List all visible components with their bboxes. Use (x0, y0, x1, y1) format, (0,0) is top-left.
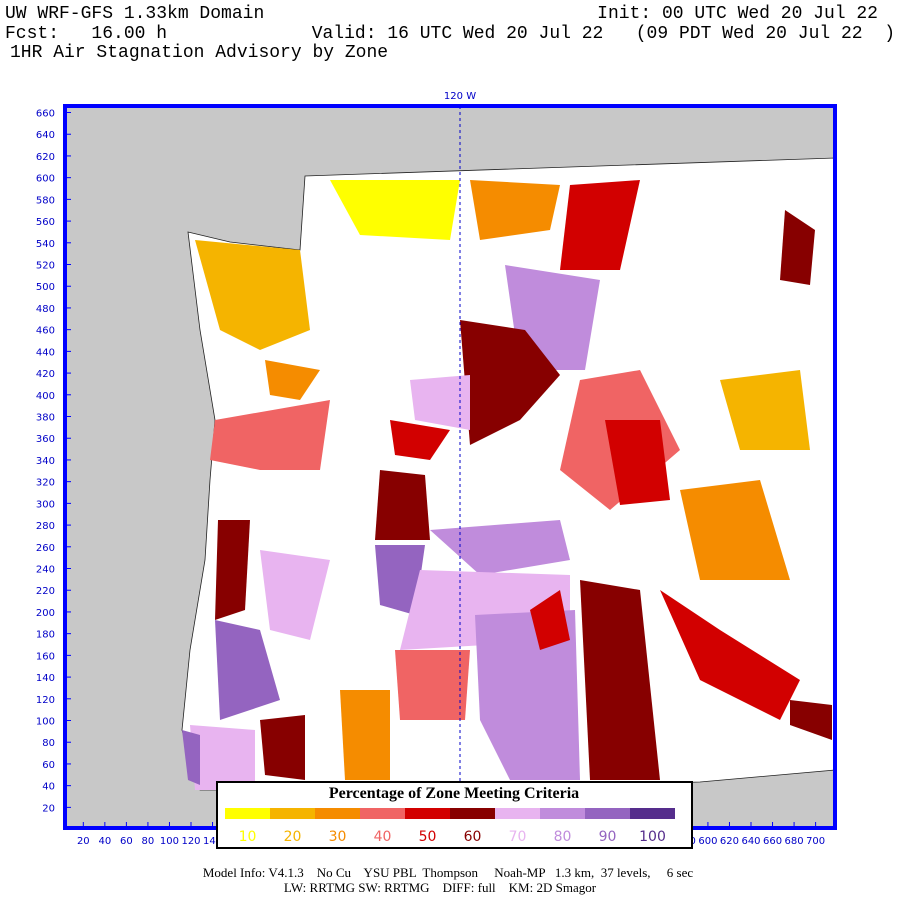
y-tick-label: 480 (36, 304, 55, 315)
y-tick-label: 320 (36, 478, 55, 489)
x-tick-label: 120 (181, 836, 200, 847)
y-tick-label: 640 (36, 130, 55, 141)
x-tick-label: 660 (763, 836, 782, 847)
y-tick-label: 660 (36, 109, 55, 120)
legend-label: 20 (284, 829, 302, 845)
y-tick-label: 520 (36, 261, 55, 272)
y-tick-label: 180 (36, 630, 55, 641)
legend-swatch (585, 808, 630, 819)
legend-swatch (630, 808, 675, 819)
legend-label: 50 (419, 829, 437, 845)
y-tick-label: 240 (36, 565, 55, 576)
x-tick-label: 80 (142, 836, 155, 847)
x-tick-label: 680 (785, 836, 804, 847)
y-tick-label: 140 (36, 673, 55, 684)
legend-swatch (360, 808, 405, 819)
zones (182, 180, 832, 790)
y-tick-label: 600 (36, 174, 55, 185)
y-tick-label: 400 (36, 391, 55, 402)
legend-swatch (270, 808, 315, 819)
y-tick-label: 420 (36, 369, 55, 380)
legend-label: 100 (639, 829, 666, 845)
header-text: Fcst: 16.00 h (5, 24, 167, 44)
legend-swatch (450, 808, 495, 819)
header-text: Valid: 16 UTC Wed 20 Jul 22 (09 PDT Wed … (312, 24, 895, 44)
y-tick-label: 40 (42, 782, 55, 793)
x-tick-label: 20 (77, 836, 90, 847)
y-tick-label: 100 (36, 717, 55, 728)
x-tick-label: 40 (98, 836, 111, 847)
y-tick-label: 360 (36, 434, 55, 445)
map: 120 W 2040608010012014016018020022024026… (36, 91, 837, 847)
x-tick-label: 700 (806, 836, 825, 847)
legend-swatch (495, 808, 540, 819)
header-text: 1HR Air Stagnation Advisory by Zone (10, 43, 388, 63)
header-text: Init: 00 UTC Wed 20 Jul 22 (597, 4, 878, 24)
y-tick-label: 560 (36, 217, 55, 228)
legend-swatch (540, 808, 585, 819)
y-tick-label: 80 (42, 738, 55, 749)
legend-label: 10 (239, 829, 257, 845)
y-tick-label: 340 (36, 456, 55, 467)
legend-swatch (405, 808, 450, 819)
y-tick-label: 160 (36, 651, 55, 662)
footer-text: LW: RRTMG SW: RRTMG DIFF: full KM: 2D Sm… (284, 880, 597, 895)
y-tick-label: 200 (36, 608, 55, 619)
legend-swatch (315, 808, 360, 819)
y-tick-label: 620 (36, 152, 55, 163)
y-tick-label: 500 (36, 282, 55, 293)
y-tick-label: 540 (36, 239, 55, 250)
land (181, 157, 836, 791)
legend-label: 30 (329, 829, 347, 845)
legend-label: 60 (464, 829, 482, 845)
y-tick-label: 120 (36, 695, 55, 706)
x-tick-label: 100 (160, 836, 179, 847)
header-text: UW WRF-GFS 1.33km Domain (5, 4, 264, 24)
x-tick-label: 60 (120, 836, 133, 847)
y-tick-label: 20 (42, 803, 55, 814)
x-tick-label: 140 (203, 836, 222, 847)
legend-label: 90 (599, 829, 617, 845)
legend: Percentage of Zone Meeting Criteria 10 20… (216, 781, 693, 849)
y-tick-label: 220 (36, 586, 55, 597)
y-tick-label: 300 (36, 499, 55, 510)
y-tick-label: 280 (36, 521, 55, 532)
legend-label: 70 (509, 829, 527, 845)
meridian-label: 120 W (444, 91, 476, 102)
y-tick-label: 460 (36, 326, 55, 337)
legend-label: 80 (554, 829, 572, 845)
footer-text: Model Info: V4.1.3 No Cu YSU PBL Thompso… (203, 865, 693, 880)
legend-label: 40 (374, 829, 392, 845)
y-tick-label: 60 (42, 760, 55, 771)
x-tick-label: 640 (741, 836, 760, 847)
legend-title: Percentage of Zone Meeting Criteria (329, 785, 579, 802)
legend-swatch (225, 808, 270, 819)
x-tick-label: 600 (698, 836, 717, 847)
y-tick-label: 380 (36, 413, 55, 424)
x-tick-label: 620 (720, 836, 739, 847)
y-tick-label: 260 (36, 543, 55, 554)
y-tick-label: 580 (36, 195, 55, 206)
y-tick-label: 440 (36, 347, 55, 358)
